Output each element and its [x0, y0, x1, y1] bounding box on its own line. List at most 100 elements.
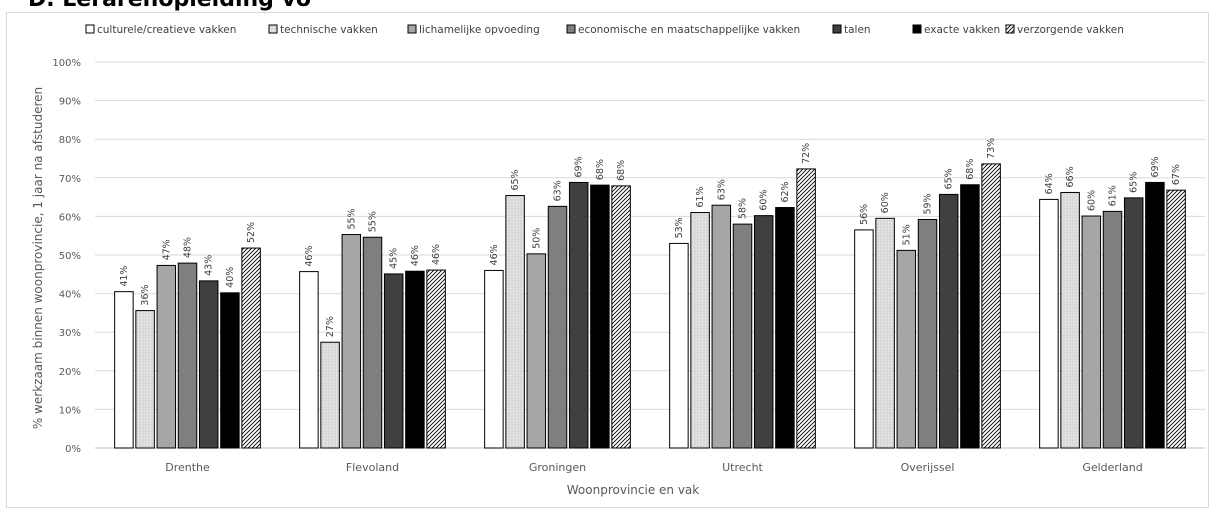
page-heading: D. Lerarenopleiding vo: [28, 0, 311, 12]
bar: [711, 204, 732, 449]
data-label: 55%: [368, 211, 379, 232]
legend-label: verzorgende vakken: [1017, 24, 1124, 36]
data-label: 36%: [140, 284, 151, 305]
gridlines: [95, 61, 1205, 449]
bar: [426, 269, 446, 449]
y-axis-ticks: 0% 10% 20% 30% 40% 50% 60% 70% 80% 90% 100%: [52, 58, 81, 455]
data-label: 58%: [738, 198, 749, 219]
x-tick-label: Flevoland: [346, 461, 399, 474]
legend-label: talen: [844, 24, 871, 36]
chart-frame: [6, 12, 1209, 508]
y-tick-label: 30%: [59, 328, 81, 339]
bar: [775, 207, 795, 449]
legend-swatch: [85, 24, 95, 34]
data-label: 46%: [431, 244, 442, 265]
legend-label: economische en maatschappelijke vakken: [578, 24, 800, 36]
bar: [505, 195, 525, 449]
legend: culturele/creatieve vakken technische vak…: [85, 24, 1124, 36]
bar: [981, 163, 1001, 449]
bar: [590, 184, 610, 449]
data-label: 68%: [595, 159, 606, 180]
data-label: 63%: [716, 179, 727, 200]
bar: [854, 229, 874, 449]
y-tick-label: 50%: [59, 251, 81, 262]
data-label: 60%: [759, 190, 770, 211]
x-tick-label: Overijssel: [901, 461, 955, 474]
legend-label: technische vakken: [280, 24, 378, 36]
bar: [484, 269, 504, 449]
bar: [1081, 215, 1102, 449]
data-label: 72%: [801, 143, 812, 164]
data-label: 50%: [531, 228, 542, 249]
data-label: 56%: [859, 204, 870, 225]
bar: [875, 217, 895, 449]
data-labels: 41% 36% 47% 48% 43% 40% 52% 46% 27% 55% 55% 45% 46% 4…: [119, 138, 1182, 337]
data-label: 60%: [1086, 190, 1097, 211]
legend-label: lichamelijke opvoeding: [419, 24, 540, 36]
bar: [938, 193, 959, 449]
data-label: 67%: [1171, 164, 1182, 185]
bar: [896, 249, 917, 449]
data-label: 48%: [183, 237, 194, 258]
bar: [1039, 198, 1059, 449]
data-label: 60%: [880, 192, 891, 213]
legend-swatch: [566, 24, 576, 34]
bar: [220, 292, 240, 449]
legend-swatch: [912, 24, 922, 34]
data-label: 45%: [389, 248, 400, 269]
legend-swatch: [832, 24, 842, 34]
x-axis-categories: Drenthe Flevoland Groningen Utrecht Overijss…: [165, 461, 1142, 474]
data-label: 63%: [553, 180, 564, 201]
y-tick-label: 20%: [59, 367, 81, 378]
data-label: 61%: [1108, 185, 1119, 206]
data-label: 69%: [574, 156, 585, 177]
bar: [241, 247, 261, 449]
bar: [611, 185, 631, 449]
bar: [135, 310, 155, 449]
x-tick-label: Gelderland: [1082, 461, 1142, 474]
bar: [1166, 189, 1186, 449]
y-tick-label: 10%: [59, 405, 81, 416]
bar: [669, 242, 689, 449]
data-label: 68%: [616, 160, 627, 181]
bar: [960, 184, 980, 449]
bar: [1060, 191, 1080, 449]
x-tick-label: Drenthe: [165, 461, 210, 474]
y-tick-label: 80%: [59, 135, 81, 146]
y-tick-label: 90%: [59, 97, 81, 108]
data-label: 73%: [986, 138, 997, 159]
bar: [320, 341, 340, 449]
data-label: 68%: [965, 159, 976, 180]
bar: [526, 253, 547, 449]
data-label: 69%: [1150, 156, 1161, 177]
bar: [690, 212, 710, 449]
y-tick-label: 60%: [59, 212, 81, 223]
legend-swatch: [1005, 24, 1015, 34]
bar: [917, 218, 938, 449]
y-tick-label: 0%: [65, 444, 81, 455]
data-label: 47%: [161, 239, 172, 260]
bar: [1123, 197, 1144, 449]
bar: [547, 205, 568, 449]
y-tick-label: 40%: [59, 290, 81, 301]
bar: [177, 262, 198, 449]
data-label: 61%: [695, 186, 706, 207]
data-label: 55%: [346, 208, 357, 229]
y-tick-label: 70%: [59, 174, 81, 185]
data-label: 27%: [325, 316, 336, 337]
legend-label: exacte vakken: [924, 24, 1000, 36]
data-label: 65%: [1129, 172, 1140, 193]
data-label: 53%: [674, 217, 685, 238]
bar: [383, 273, 404, 449]
bar: [796, 168, 816, 449]
bar: [341, 234, 362, 449]
data-label: 46%: [489, 244, 500, 265]
legend-swatch: [268, 24, 278, 34]
bar: [568, 181, 589, 449]
data-label: 51%: [901, 224, 912, 245]
x-tick-label: Groningen: [529, 461, 586, 474]
data-label: 59%: [923, 193, 934, 214]
bar: [299, 271, 319, 449]
bar: [753, 215, 774, 449]
bar: [156, 264, 177, 449]
